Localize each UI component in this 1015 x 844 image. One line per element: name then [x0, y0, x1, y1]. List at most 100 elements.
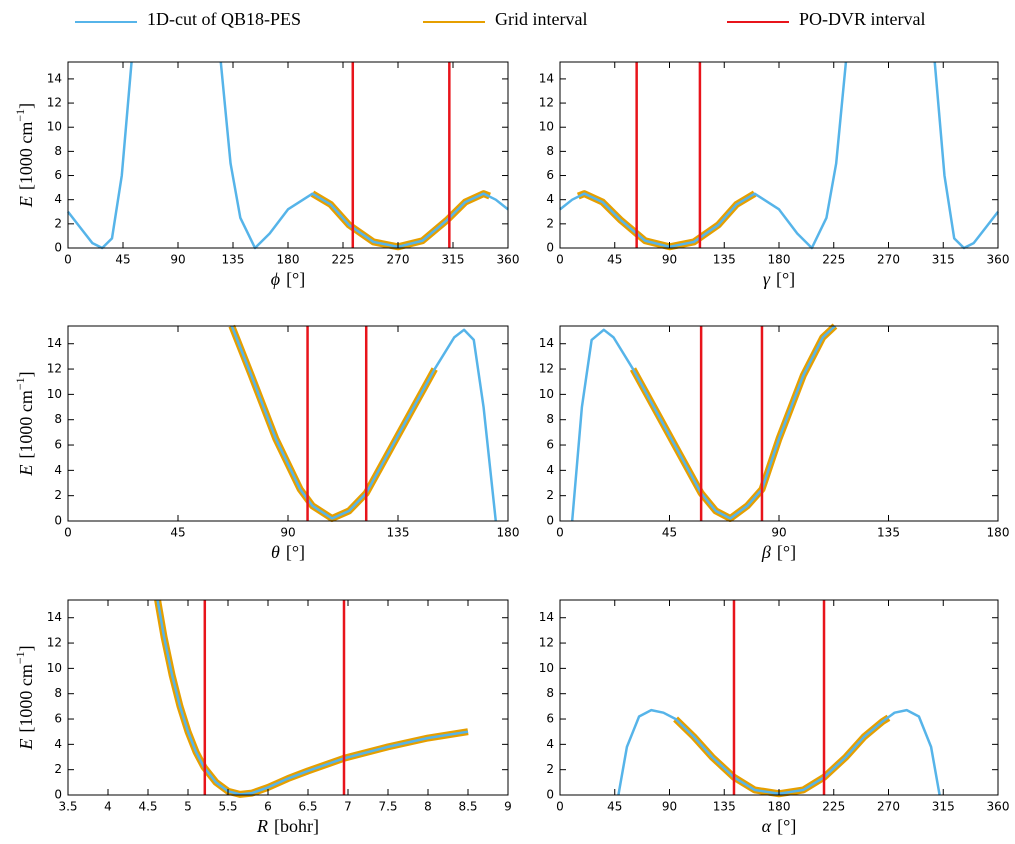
x-tick-label: 0	[556, 800, 564, 814]
y-tick-label: 6	[54, 712, 62, 726]
x-tick-label: 225	[332, 253, 355, 267]
x-axis-label: β [°]	[761, 542, 796, 562]
x-tick-label: 90	[662, 253, 677, 267]
x-axis-symbol: R	[256, 816, 268, 836]
x-tick-label: 90	[170, 253, 185, 267]
y-axis-symbol: E	[16, 465, 36, 477]
x-tick-label: 8.5	[458, 800, 477, 814]
x-tick-label: 45	[607, 253, 622, 267]
x-tick-label: 5.5	[218, 800, 237, 814]
panel	[67, 61, 509, 251]
x-tick-label: 225	[822, 800, 845, 814]
y-tick-label: 14	[539, 71, 554, 85]
y-axis-label: E [1000 cm−1]	[13, 645, 36, 750]
y-tick-label: 6	[546, 168, 554, 182]
panel	[617, 600, 941, 798]
y-tick-label: 0	[54, 514, 62, 528]
x-axis-symbol: ϕ	[271, 269, 280, 289]
x-axis-label: R [bohr]	[256, 816, 319, 836]
y-tick-label: 8	[546, 144, 554, 158]
curve	[617, 708, 941, 796]
x-tick-label: 4	[104, 800, 112, 814]
x-axis-unit: [°]	[286, 269, 305, 289]
y-tick-label: 14	[47, 336, 62, 350]
y-tick-label: 12	[47, 636, 62, 650]
x-tick-label: 180	[277, 253, 300, 267]
y-axis-label: E [1000 cm−1]	[13, 103, 36, 208]
y-tick-label: 2	[54, 762, 62, 776]
curve	[156, 599, 469, 796]
y-tick-label: 8	[546, 412, 554, 426]
x-axis-label: ϕ [°]	[271, 269, 306, 289]
y-tick-label: 0	[54, 241, 62, 255]
curve	[673, 714, 891, 798]
y-tick-label: 12	[539, 636, 554, 650]
y-tick-label: 14	[47, 610, 62, 624]
x-tick-label: 0	[64, 526, 72, 540]
y-tick-label: 2	[546, 216, 554, 230]
legend-label: PO-DVR interval	[799, 9, 925, 29]
y-tick-label: 10	[539, 387, 554, 401]
y-tick-label: 4	[546, 192, 554, 206]
x-tick-label: 360	[987, 253, 1010, 267]
y-tick-label: 8	[54, 412, 62, 426]
x-tick-label: 0	[556, 253, 564, 267]
x-tick-label: 7	[344, 800, 352, 814]
x-tick-label: 180	[768, 800, 791, 814]
y-tick-label: 4	[54, 192, 62, 206]
y-tick-label: 8	[54, 686, 62, 700]
y-tick-label: 6	[546, 438, 554, 452]
x-tick-label: 225	[822, 253, 845, 267]
x-tick-label: 315	[932, 253, 955, 267]
x-tick-label: 270	[877, 800, 900, 814]
x-axis-label: θ [°]	[271, 542, 305, 562]
x-tick-label: 6.5	[298, 800, 317, 814]
legend-label: Grid interval	[495, 9, 587, 29]
y-tick-label: 12	[539, 96, 554, 110]
x-tick-label: 90	[280, 526, 295, 540]
y-tick-label: 6	[546, 712, 554, 726]
x-tick-label: 135	[387, 526, 410, 540]
x-tick-label: 135	[222, 253, 245, 267]
y-tick-label: 8	[546, 686, 554, 700]
y-tick-label: 6	[54, 438, 62, 452]
y-tick-label: 0	[546, 514, 554, 528]
x-axis-symbol: α	[762, 816, 772, 836]
y-tick-label: 8	[54, 144, 62, 158]
x-tick-label: 45	[662, 526, 677, 540]
y-tick-label: 4	[546, 737, 554, 751]
y-tick-label: 0	[546, 241, 554, 255]
x-tick-label: 0	[556, 526, 564, 540]
x-tick-label: 270	[877, 253, 900, 267]
x-tick-label: 9	[504, 800, 512, 814]
panel	[559, 61, 999, 251]
y-tick-label: 10	[47, 387, 62, 401]
y-tick-label: 10	[539, 661, 554, 675]
x-tick-label: 135	[713, 253, 736, 267]
x-tick-label: 315	[932, 800, 955, 814]
x-tick-label: 360	[987, 800, 1010, 814]
y-tick-label: 6	[54, 168, 62, 182]
x-axis-unit: [°]	[777, 542, 796, 562]
y-axis-symbol: E	[16, 739, 36, 751]
y-tick-label: 4	[54, 737, 62, 751]
x-axis-label: α [°]	[762, 816, 797, 836]
x-axis-unit: [°]	[777, 816, 796, 836]
x-tick-label: 4.5	[138, 800, 157, 814]
y-tick-label: 0	[546, 788, 554, 802]
y-tick-label: 14	[47, 71, 62, 85]
y-tick-label: 2	[54, 216, 62, 230]
x-tick-label: 180	[768, 253, 791, 267]
panel	[228, 324, 498, 522]
x-axis-symbol: β	[761, 542, 771, 562]
panel	[570, 323, 838, 522]
y-tick-label: 12	[47, 96, 62, 110]
x-axis-symbol: γ	[763, 269, 771, 289]
y-tick-label: 10	[539, 120, 554, 134]
y-tick-label: 4	[54, 463, 62, 477]
x-tick-label: 270	[387, 253, 410, 267]
x-axis-unit: [bohr]	[274, 816, 319, 836]
y-axis-unit-end: ]	[16, 645, 36, 651]
y-axis-unit-end: ]	[16, 371, 36, 377]
